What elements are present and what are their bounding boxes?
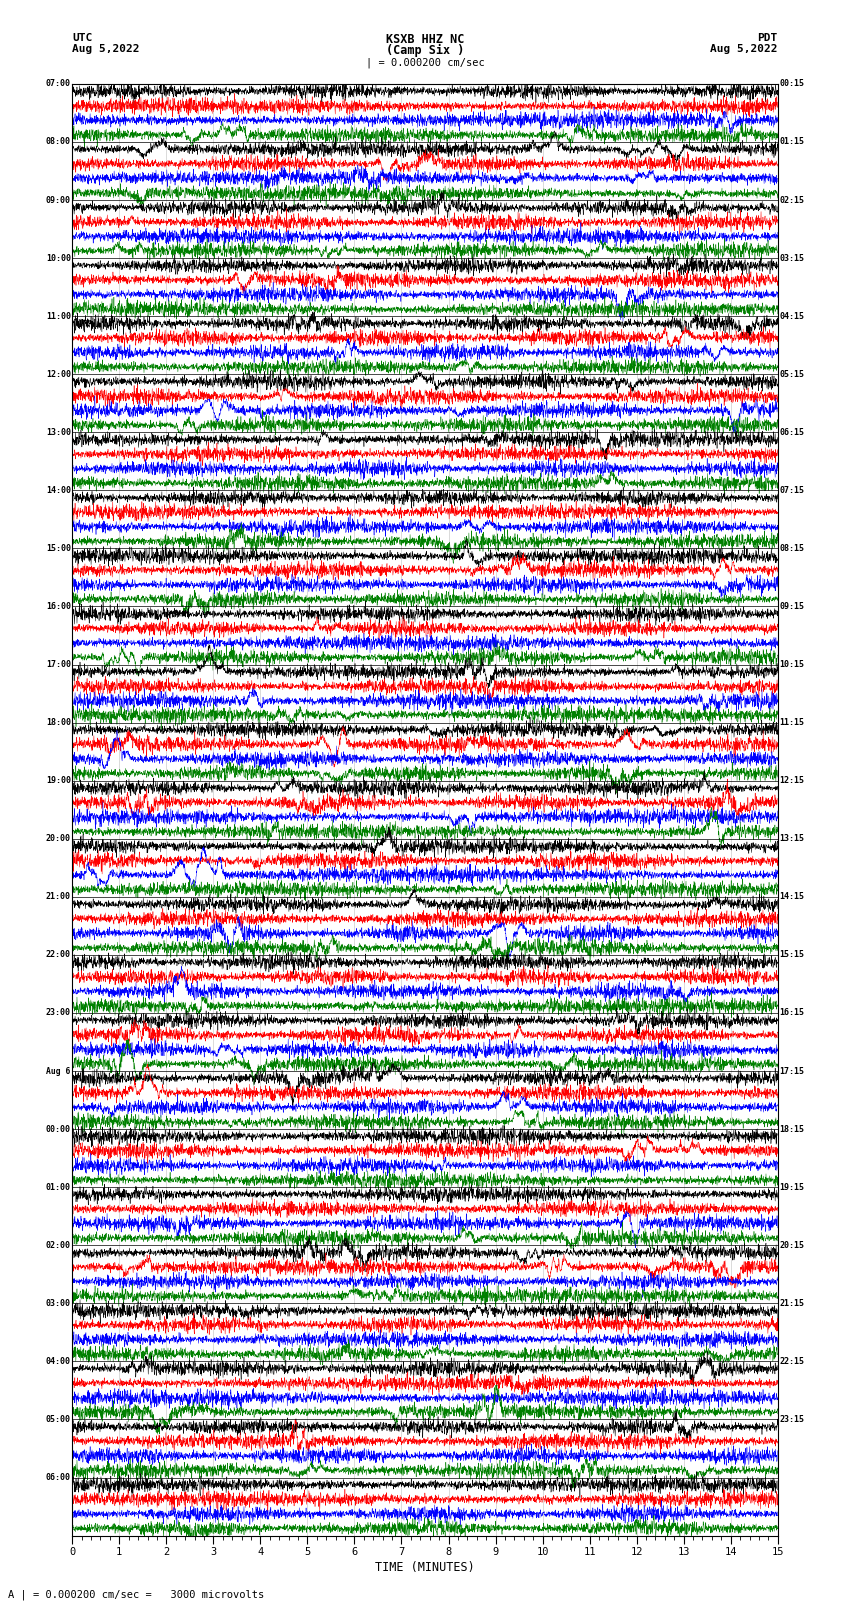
Text: 07:15: 07:15 (779, 486, 804, 495)
Text: 03:15: 03:15 (779, 253, 804, 263)
Text: 02:00: 02:00 (46, 1240, 71, 1250)
Text: 12:15: 12:15 (779, 776, 804, 786)
Text: 06:00: 06:00 (46, 1473, 71, 1482)
Text: 07:00: 07:00 (46, 79, 71, 89)
Text: 05:00: 05:00 (46, 1415, 71, 1424)
Text: 18:00: 18:00 (46, 718, 71, 727)
Text: 13:15: 13:15 (779, 834, 804, 844)
Text: 22:00: 22:00 (46, 950, 71, 960)
Text: 18:15: 18:15 (779, 1124, 804, 1134)
Text: 00:00: 00:00 (46, 1124, 71, 1134)
Text: Aug 6: Aug 6 (47, 1066, 71, 1076)
Text: 04:15: 04:15 (779, 311, 804, 321)
Text: 01:15: 01:15 (779, 137, 804, 147)
Text: 10:15: 10:15 (779, 660, 804, 669)
Text: 19:15: 19:15 (779, 1182, 804, 1192)
Text: Aug 5,2022: Aug 5,2022 (711, 44, 778, 55)
Text: (Camp Six ): (Camp Six ) (386, 44, 464, 58)
Text: 06:15: 06:15 (779, 427, 804, 437)
Text: PDT: PDT (757, 32, 778, 44)
Text: 22:15: 22:15 (779, 1357, 804, 1366)
Text: Aug 5,2022: Aug 5,2022 (72, 44, 139, 55)
Text: 14:00: 14:00 (46, 486, 71, 495)
Text: 12:00: 12:00 (46, 369, 71, 379)
Text: 16:15: 16:15 (779, 1008, 804, 1018)
Text: 17:00: 17:00 (46, 660, 71, 669)
Text: 11:15: 11:15 (779, 718, 804, 727)
Text: 21:00: 21:00 (46, 892, 71, 902)
Text: 09:00: 09:00 (46, 195, 71, 205)
X-axis label: TIME (MINUTES): TIME (MINUTES) (375, 1561, 475, 1574)
Text: 11:00: 11:00 (46, 311, 71, 321)
Text: UTC: UTC (72, 32, 93, 44)
Text: A | = 0.000200 cm/sec =   3000 microvolts: A | = 0.000200 cm/sec = 3000 microvolts (8, 1589, 264, 1600)
Text: 15:15: 15:15 (779, 950, 804, 960)
Text: 23:15: 23:15 (779, 1415, 804, 1424)
Text: 08:00: 08:00 (46, 137, 71, 147)
Text: 05:15: 05:15 (779, 369, 804, 379)
Text: 10:00: 10:00 (46, 253, 71, 263)
Text: 00:15: 00:15 (779, 79, 804, 89)
Text: 03:00: 03:00 (46, 1298, 71, 1308)
Text: 08:15: 08:15 (779, 544, 804, 553)
Text: 20:00: 20:00 (46, 834, 71, 844)
Text: 01:00: 01:00 (46, 1182, 71, 1192)
Text: 09:15: 09:15 (779, 602, 804, 611)
Text: 20:15: 20:15 (779, 1240, 804, 1250)
Text: 17:15: 17:15 (779, 1066, 804, 1076)
Text: KSXB HHZ NC: KSXB HHZ NC (386, 32, 464, 47)
Text: 02:15: 02:15 (779, 195, 804, 205)
Text: 21:15: 21:15 (779, 1298, 804, 1308)
Text: 14:15: 14:15 (779, 892, 804, 902)
Text: 04:00: 04:00 (46, 1357, 71, 1366)
Text: 16:00: 16:00 (46, 602, 71, 611)
Text: 19:00: 19:00 (46, 776, 71, 786)
Text: 23:00: 23:00 (46, 1008, 71, 1018)
Text: | = 0.000200 cm/sec: | = 0.000200 cm/sec (366, 58, 484, 68)
Text: 15:00: 15:00 (46, 544, 71, 553)
Text: 13:00: 13:00 (46, 427, 71, 437)
